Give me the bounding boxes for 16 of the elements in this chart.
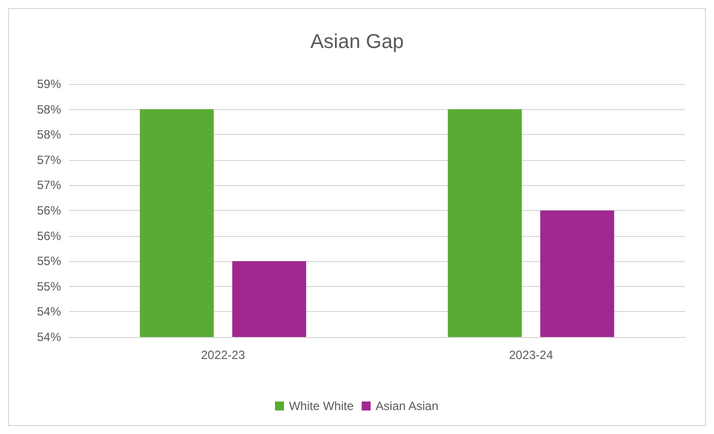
y-tick-label: 54% <box>36 304 62 319</box>
y-tick-label: 57% <box>36 178 62 192</box>
y-tick-label: 58% <box>36 102 62 116</box>
y-tick-label: 59% <box>36 77 62 91</box>
y-tick-label: 56% <box>36 204 62 218</box>
y-tick-label: 55% <box>36 279 62 294</box>
legend-label: Asian Asian <box>376 399 438 413</box>
y-tick-label: 58% <box>36 128 62 142</box>
y-tick-label: 55% <box>36 254 62 268</box>
y-tick-label: 57% <box>36 152 62 167</box>
x-tick-label: 2022-23 <box>200 348 246 362</box>
y-tick-label: 54% <box>36 330 62 344</box>
chart-title: Asian Gap <box>310 31 404 53</box>
x-tick-label: 2023-24 <box>508 348 554 362</box>
y-tick-label: 56% <box>36 228 62 243</box>
legend-label: White White <box>288 399 354 413</box>
